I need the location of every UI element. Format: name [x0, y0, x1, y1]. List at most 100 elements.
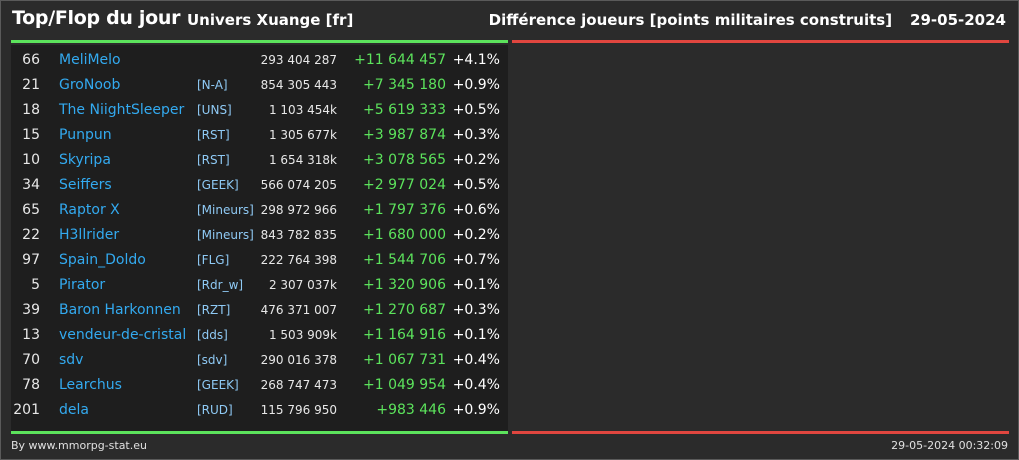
points-difference: +1 270 687 [363, 302, 446, 318]
percent-change: +0.6% [452, 202, 500, 218]
player-name-link[interactable]: Seiffers [59, 177, 112, 193]
player-points: 115 796 950 [260, 403, 337, 417]
player-name-link[interactable]: Pirator [59, 277, 106, 293]
header-date: 29-05-2024 [910, 11, 1006, 29]
percent-change: +0.9% [452, 402, 500, 418]
points-difference: +1 067 731 [363, 352, 446, 368]
alliance-tag[interactable]: [UNS] [197, 103, 232, 117]
player-rank: 18 [22, 102, 40, 118]
table-row: 66 MeliMelo 293 404 287 +11 644 457 +4.1% [11, 48, 508, 73]
player-points: 843 782 835 [260, 228, 337, 242]
player-rank: 70 [22, 352, 40, 368]
player-rank: 78 [22, 377, 40, 393]
top-divider-top [11, 40, 508, 43]
table-row: 21 GroNoob [N-A] 854 305 443 +7 345 180 +0.9% [11, 73, 508, 98]
player-name-link[interactable]: The NiightSleeper [59, 102, 185, 118]
alliance-tag[interactable]: [Mineurs] [197, 228, 254, 242]
alliance-tag[interactable]: [RST] [197, 153, 230, 167]
table-row: 15 Punpun [RST] 1 305 677k +3 987 874 +0.3% [11, 123, 508, 148]
player-points: 854 305 443 [260, 78, 337, 92]
points-difference: +11 644 457 [354, 52, 446, 68]
player-rank: 65 [22, 202, 40, 218]
table-row: 5 Pirator [Rdr_w] 2 307 037k +1 320 906 +0.1% [11, 273, 508, 298]
percent-change: +0.2% [452, 227, 500, 243]
widget-title: Top/Flop du jour [12, 7, 181, 29]
player-points: 298 972 966 [260, 203, 337, 217]
alliance-tag[interactable]: [RST] [197, 128, 230, 142]
table-row: 34 Seiffers [GEEK] 566 074 205 +2 977 024 +0.… [11, 173, 508, 198]
player-name-link[interactable]: H3llrider [59, 227, 120, 243]
alliance-tag[interactable]: [GEEK] [197, 378, 239, 392]
player-name-link[interactable]: dela [59, 402, 89, 418]
table-row: 22 H3llrider [Mineurs] 843 782 835 +1 680 00… [11, 223, 508, 248]
category-label: Différence joueurs [points militaires co… [488, 11, 893, 29]
points-difference: +5 619 333 [363, 102, 446, 118]
top-players-list: 66 MeliMelo 293 404 287 +11 644 457 +4.1% 21 G… [11, 45, 508, 431]
player-rank: 5 [31, 277, 40, 293]
alliance-tag[interactable]: [GEEK] [197, 178, 239, 192]
alliance-tag[interactable]: [Rdr_w] [197, 278, 244, 292]
percent-change: +0.7% [452, 252, 500, 268]
player-points: 476 371 007 [260, 303, 337, 317]
percent-change: +4.1% [452, 52, 500, 68]
percent-change: +0.4% [452, 377, 500, 393]
alliance-tag[interactable]: [N-A] [197, 78, 228, 92]
player-name-link[interactable]: GroNoob [59, 77, 121, 93]
alliance-tag[interactable]: [dds] [197, 328, 228, 342]
player-rank: 66 [22, 52, 40, 68]
percent-change: +0.1% [452, 327, 500, 343]
player-name-link[interactable]: Learchus [59, 377, 122, 393]
player-rank: 21 [22, 77, 40, 93]
player-points: 268 747 473 [260, 378, 337, 392]
alliance-tag[interactable]: [RZT] [197, 303, 231, 317]
table-row: 39 Baron Harkonnen [RZT] 476 371 007 +1 270 … [11, 298, 508, 323]
player-name-link[interactable]: MeliMelo [59, 52, 121, 68]
table-row: 13 vendeur-de-cristal [dds] 1 503 909k +1 16… [11, 323, 508, 348]
player-name-link[interactable]: vendeur-de-cristal [59, 327, 187, 343]
points-difference: +1 797 376 [363, 202, 446, 218]
site-credit[interactable]: By www.mmorpg-stat.eu [11, 439, 147, 452]
player-rank: 39 [22, 302, 40, 318]
points-difference: +1 544 706 [363, 252, 446, 268]
player-name-link[interactable]: Baron Harkonnen [59, 302, 181, 318]
percent-change: +0.4% [452, 352, 500, 368]
percent-change: +0.3% [452, 302, 500, 318]
flop-divider-bottom [512, 431, 1009, 434]
alliance-tag[interactable]: [Mineurs] [197, 203, 254, 217]
table-row: 97 Spain_Doldo [FLG] 222 764 398 +1 544 706 +… [11, 248, 508, 273]
percent-change: +0.9% [452, 77, 500, 93]
player-rank: 13 [22, 327, 40, 343]
alliance-tag[interactable]: [FLG] [197, 253, 230, 267]
player-points: 1 103 454k [268, 103, 337, 117]
player-rank: 97 [22, 252, 40, 268]
player-points: 566 074 205 [260, 178, 337, 192]
alliance-tag[interactable]: [RUD] [197, 403, 233, 417]
table-row: 201 dela [RUD] 115 796 950 +983 446 +0.9% [11, 398, 508, 423]
flop-divider-top [512, 40, 1009, 43]
player-name-link[interactable]: Punpun [59, 127, 112, 143]
percent-change: +0.5% [452, 102, 500, 118]
percent-change: +0.5% [452, 177, 500, 193]
player-name-link[interactable]: Raptor X [59, 202, 120, 218]
category-header: Différence joueurs [points militaires co… [489, 11, 1006, 29]
generated-timestamp: 29-05-2024 00:32:09 [891, 439, 1008, 452]
alliance-tag[interactable]: [sdv] [197, 353, 228, 367]
universe-label: Univers Xuange [fr] [187, 11, 354, 29]
player-rank: 201 [13, 402, 40, 418]
player-points: 293 404 287 [260, 53, 337, 67]
player-name-link[interactable]: Skyripa [59, 152, 111, 168]
points-difference: +3 987 874 [363, 127, 446, 143]
player-name-link[interactable]: Spain_Doldo [59, 252, 146, 268]
points-difference: +2 977 024 [363, 177, 446, 193]
player-name-link[interactable]: sdv [59, 352, 84, 368]
player-points: 222 764 398 [260, 253, 337, 267]
points-difference: +1 680 000 [363, 227, 446, 243]
table-row: 18 The NiightSleeper [UNS] 1 103 454k +5 619… [11, 98, 508, 123]
points-difference: +1 049 954 [363, 377, 446, 393]
top-divider-bottom [11, 431, 508, 434]
player-points: 1 503 909k [268, 328, 337, 342]
points-difference: +1 320 906 [363, 277, 446, 293]
table-row: 10 Skyripa [RST] 1 654 318k +3 078 565 +0.2% [11, 148, 508, 173]
percent-change: +0.1% [452, 277, 500, 293]
